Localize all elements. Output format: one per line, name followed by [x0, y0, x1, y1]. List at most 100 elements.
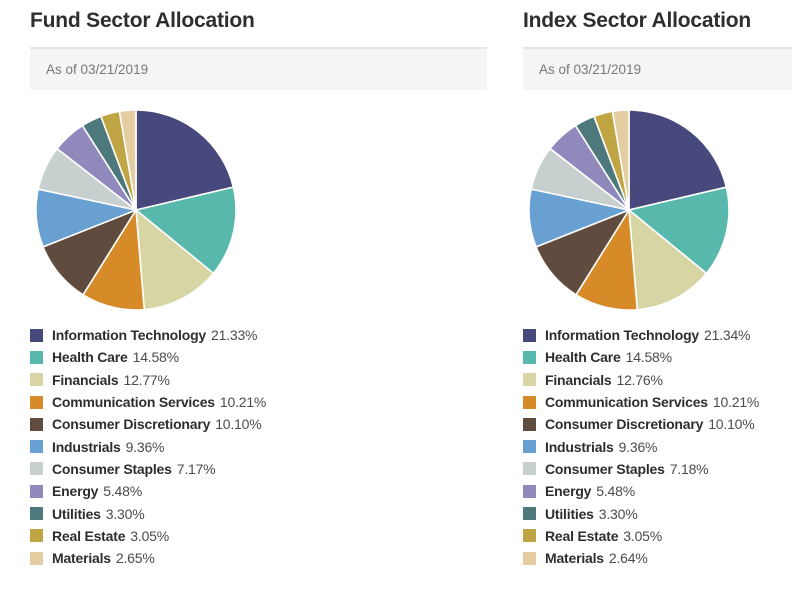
legend-label: Industrials: [52, 438, 121, 455]
legend-value: 3.05%: [623, 527, 662, 544]
legend-swatch-energy: [523, 484, 536, 498]
legend-label: Materials: [545, 550, 604, 567]
sector-allocation-page: Fund Sector Allocation As of 03/21/2019 …: [30, 0, 792, 569]
legend-swatch-consumer-staples: [30, 462, 43, 476]
legend-value: 5.48%: [596, 483, 635, 500]
pie-slice-health-care[interactable]: [135, 186, 237, 275]
legend-item-energy: Energy 5.48%: [523, 480, 792, 502]
legend-swatch-communication-services: [523, 395, 536, 409]
legend-label: Energy: [52, 483, 99, 500]
legend-swatch-communication-services: [30, 395, 43, 409]
legend-item-consumer-discretionary: Consumer Discretionary 10.10%: [30, 413, 487, 435]
legend-swatch-utilities: [523, 507, 536, 521]
legend-label: Health Care: [52, 349, 128, 366]
legend-item-communication-services: Communication Services 10.21%: [523, 391, 792, 413]
legend-value: 3.30%: [105, 505, 145, 522]
legend-label: Real Estate: [545, 527, 619, 544]
legend-value: 10.10%: [708, 416, 755, 433]
legend-swatch-consumer-discretionary: [30, 417, 43, 431]
legend-label: Information Technology: [545, 327, 700, 344]
index-as-of-bar: As of 03/21/2019: [523, 47, 792, 90]
legend-swatch-health-care: [523, 350, 536, 364]
legend-value: 5.48%: [103, 483, 142, 500]
index-pie-chart: [526, 108, 732, 312]
legend-value: 12.76%: [616, 371, 663, 388]
legend-value: 21.34%: [704, 327, 751, 344]
legend-value: 10.21%: [219, 394, 267, 411]
legend-item-energy: Energy 5.48%: [30, 480, 487, 502]
legend-swatch-information-technology: [523, 328, 536, 342]
index-allocation-panel: Index Sector Allocation As of 03/21/2019…: [523, 0, 792, 569]
legend-item-consumer-staples: Consumer Staples 7.18%: [523, 458, 792, 480]
legend-label: Information Technology: [52, 327, 207, 344]
legend-item-health-care: Health Care 14.58%: [523, 346, 792, 368]
fund-as-of-bar: As of 03/21/2019: [30, 47, 487, 90]
legend-label: Communication Services: [545, 394, 708, 411]
legend-value: 2.64%: [608, 550, 648, 567]
legend-item-materials: Materials 2.65%: [30, 547, 487, 569]
legend-label: Utilities: [545, 505, 594, 522]
pie-slice-health-care[interactable]: [628, 186, 730, 275]
legend-item-information-technology: Information Technology 21.33%: [30, 324, 487, 346]
legend-label: Financials: [52, 371, 119, 388]
legend-item-consumer-discretionary: Consumer Discretionary 10.10%: [523, 413, 792, 435]
legend-item-financials: Financials 12.77%: [30, 369, 487, 391]
legend-label: Consumer Discretionary: [52, 416, 211, 433]
legend-item-consumer-staples: Consumer Staples 7.17%: [30, 458, 487, 480]
legend-label: Consumer Staples: [545, 460, 665, 477]
legend-label: Health Care: [545, 349, 621, 366]
legend-swatch-utilities: [30, 507, 43, 521]
pie-slice-information-technology[interactable]: [628, 109, 728, 211]
legend-label: Financials: [545, 371, 612, 388]
pie-slice-materials[interactable]: [118, 109, 137, 211]
legend-item-real-estate: Real Estate 3.05%: [30, 525, 487, 547]
legend-value: 9.36%: [618, 438, 658, 455]
legend-value: 10.10%: [215, 416, 262, 433]
legend-swatch-materials: [30, 551, 43, 565]
legend-value: 3.05%: [130, 527, 169, 544]
legend-swatch-energy: [30, 484, 43, 498]
legend-value: 9.36%: [125, 438, 165, 455]
legend-item-industrials: Industrials 9.36%: [30, 435, 487, 457]
legend-swatch-consumer-staples: [523, 462, 536, 476]
fund-legend: Information Technology 21.33% Health Care 1…: [30, 324, 487, 569]
legend-label: Utilities: [52, 505, 101, 522]
legend-item-real-estate: Real Estate 3.05%: [523, 525, 792, 547]
legend-value: 14.58%: [625, 349, 672, 366]
legend-label: Industrials: [545, 438, 614, 455]
legend-value: 14.58%: [132, 349, 179, 366]
legend-value: 12.77%: [123, 371, 170, 388]
index-legend: Information Technology 21.34% Health Care 1…: [523, 324, 792, 569]
fund-allocation-panel: Fund Sector Allocation As of 03/21/2019 …: [30, 0, 487, 569]
legend-item-materials: Materials 2.64%: [523, 547, 792, 569]
legend-label: Consumer Staples: [52, 460, 172, 477]
legend-value: 7.17%: [176, 460, 216, 477]
legend-swatch-health-care: [30, 350, 43, 364]
legend-item-utilities: Utilities 3.30%: [523, 502, 792, 524]
index-panel-title: Index Sector Allocation: [523, 9, 751, 32]
legend-value: 2.65%: [115, 550, 155, 567]
legend-swatch-information-technology: [30, 328, 43, 342]
legend-value: 7.18%: [669, 460, 709, 477]
legend-value: 21.33%: [211, 327, 258, 344]
legend-item-information-technology: Information Technology 21.34%: [523, 324, 792, 346]
fund-panel-title: Fund Sector Allocation: [30, 9, 255, 32]
legend-item-utilities: Utilities 3.30%: [30, 502, 487, 524]
legend-item-health-care: Health Care 14.58%: [30, 346, 487, 368]
pie-slice-information-technology[interactable]: [135, 109, 235, 211]
legend-label: Materials: [52, 550, 111, 567]
legend-label: Communication Services: [52, 394, 215, 411]
pie-slice-financials[interactable]: [628, 209, 708, 311]
pie-slice-materials[interactable]: [611, 109, 630, 211]
legend-swatch-consumer-discretionary: [523, 417, 536, 431]
legend-swatch-industrials: [30, 440, 43, 454]
pie-slice-financials[interactable]: [135, 209, 215, 311]
legend-item-industrials: Industrials 9.36%: [523, 435, 792, 457]
legend-swatch-real-estate: [523, 529, 536, 543]
legend-swatch-industrials: [523, 440, 536, 454]
fund-pie-chart: [33, 108, 239, 312]
legend-swatch-financials: [523, 373, 536, 387]
legend-value: 10.21%: [712, 394, 760, 411]
legend-swatch-real-estate: [30, 529, 43, 543]
legend-label: Real Estate: [52, 527, 126, 544]
